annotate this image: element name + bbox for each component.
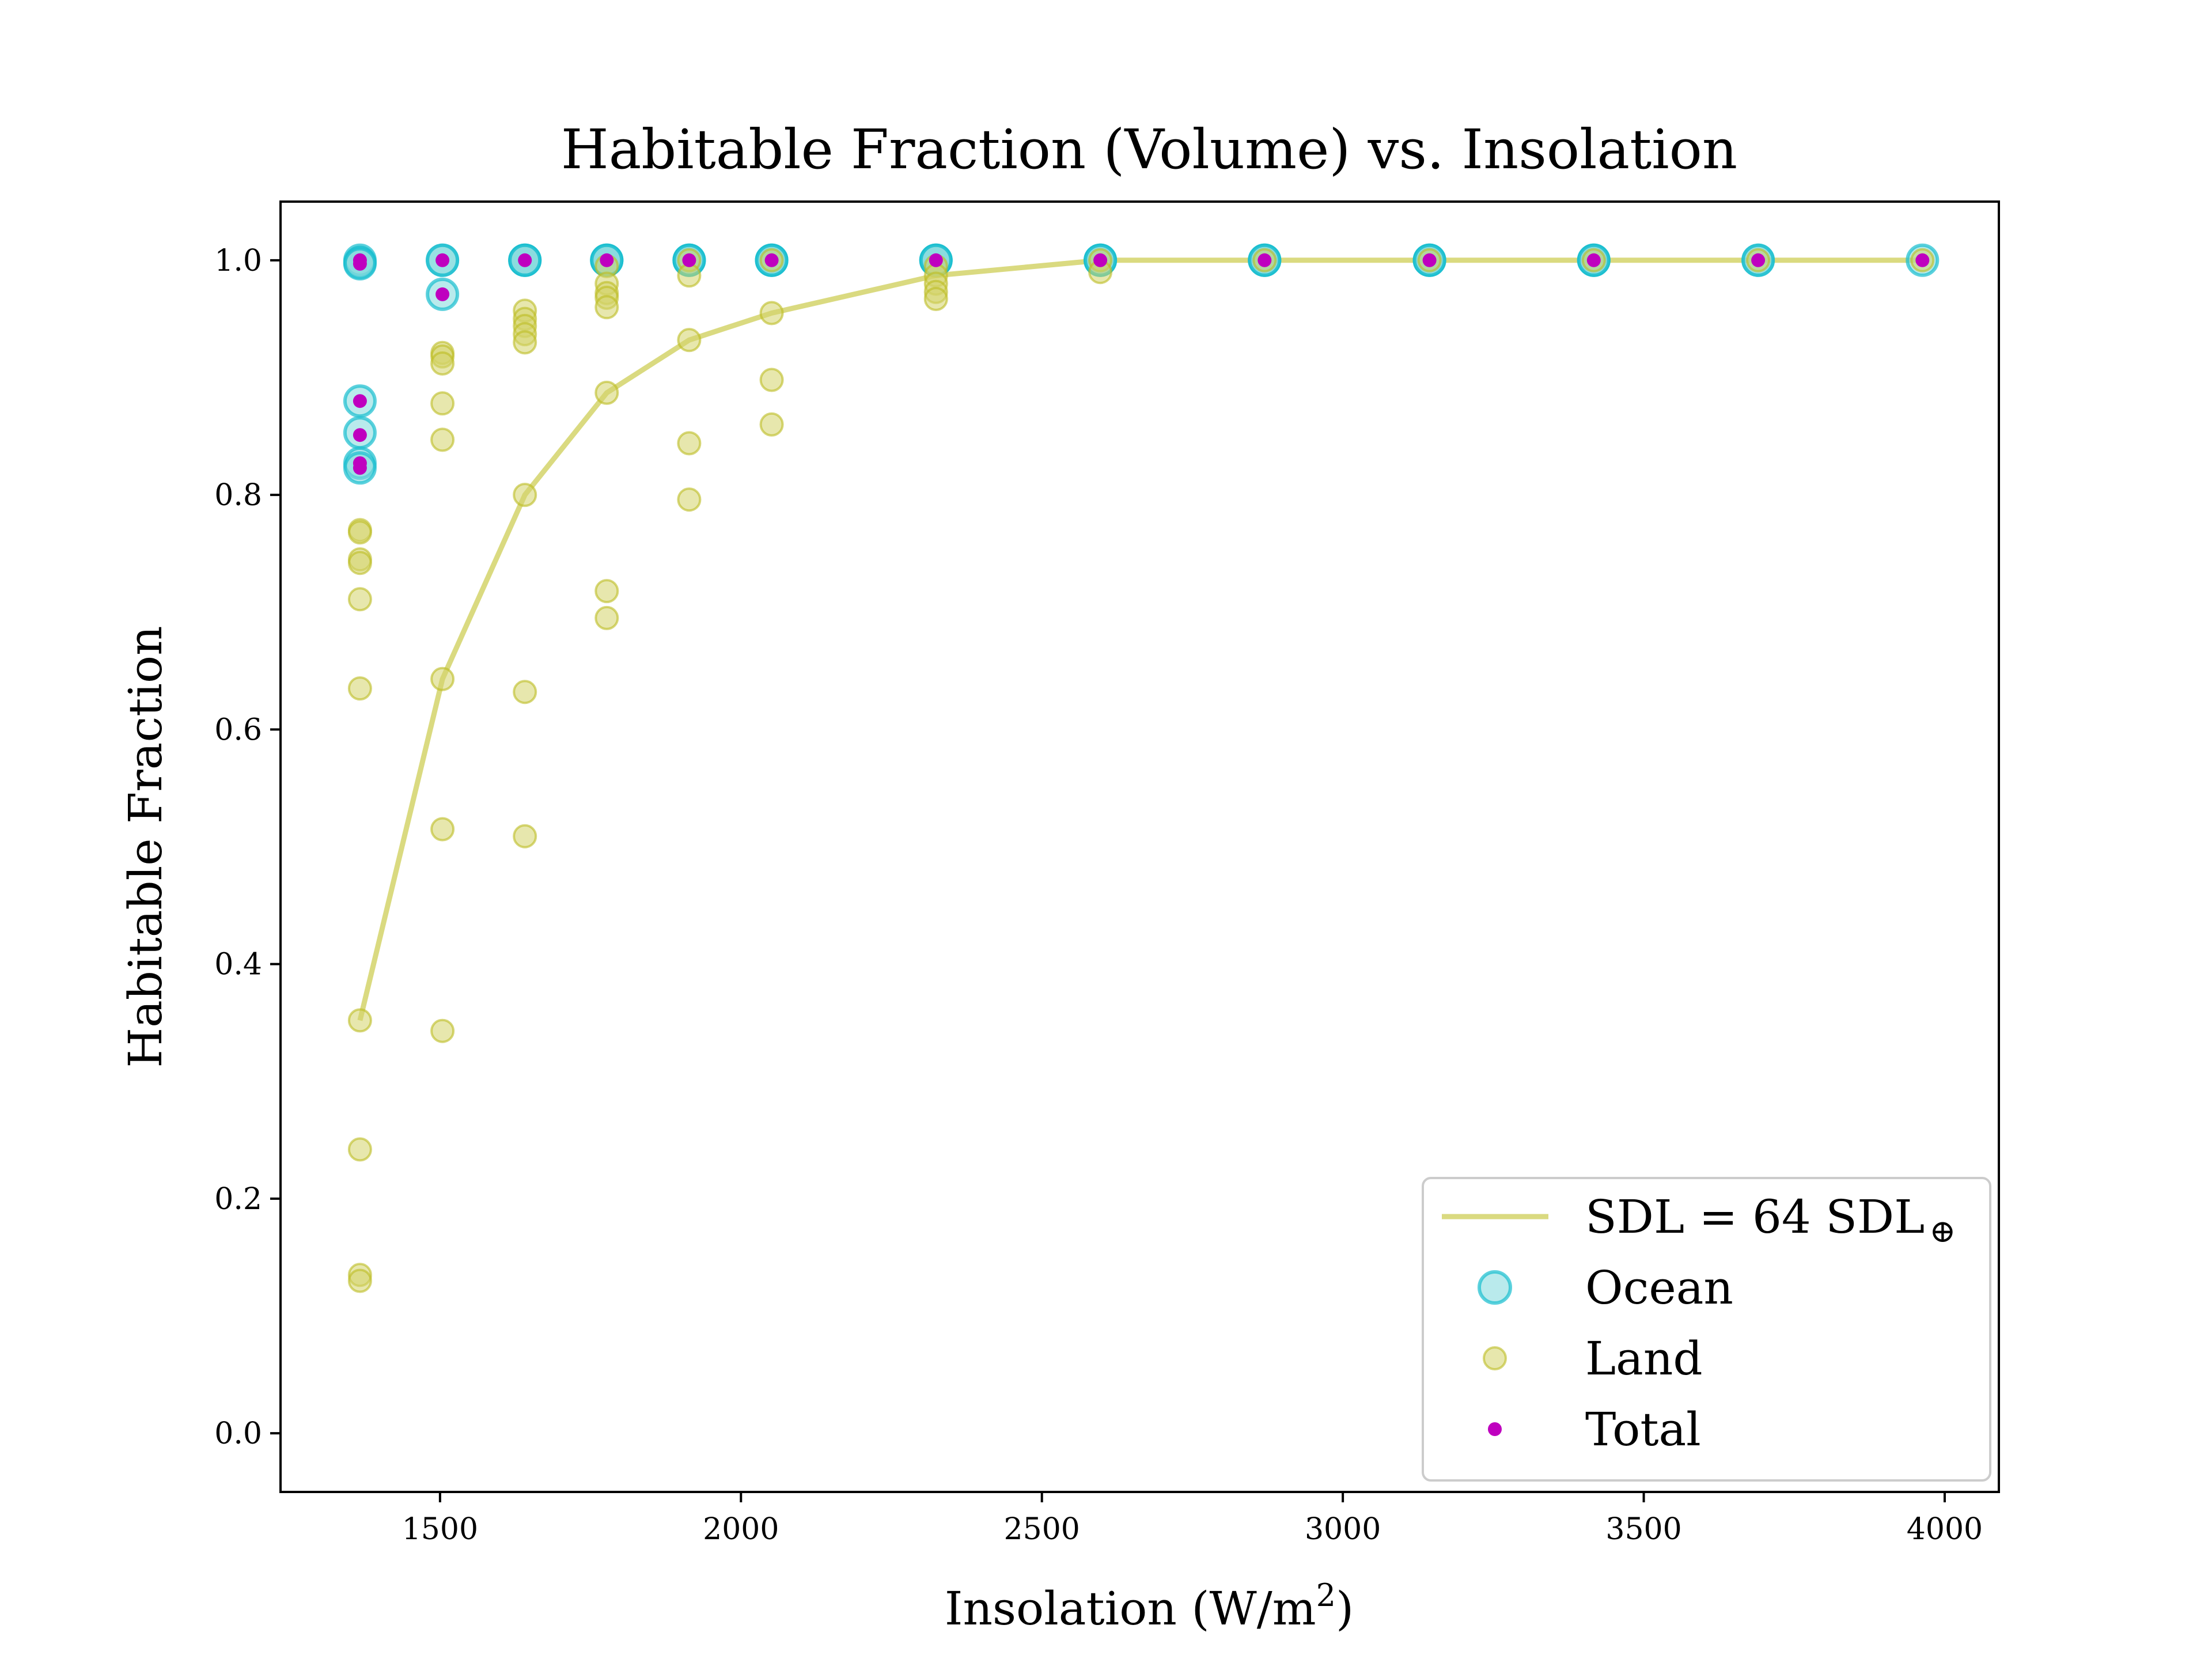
total-point — [353, 461, 367, 475]
legend-label-main: Land — [1585, 1332, 1703, 1385]
y-tick-label: 1.0 — [214, 244, 262, 278]
axes-frame — [279, 200, 2000, 1493]
x-tick-label: 3000 — [1305, 1512, 1381, 1547]
y-tick-label: 0.4 — [214, 948, 262, 982]
land-point — [513, 330, 537, 355]
land-point — [677, 263, 702, 288]
total-point — [1422, 253, 1437, 267]
legend-item-line: SDL = 64 SDL ⊕ — [1442, 1190, 1956, 1249]
total-point — [929, 253, 943, 267]
legend: SDL = 64 SDL ⊕ Ocean Land Total — [1422, 1177, 1991, 1482]
total-point — [435, 253, 450, 267]
legend-label: Total — [1585, 1403, 1701, 1456]
land-point — [513, 483, 537, 507]
y-tick-label: 0.0 — [214, 1416, 262, 1451]
x-axis-label-close: ) — [1336, 1582, 1354, 1635]
land-point — [513, 680, 537, 704]
total-point — [1751, 253, 1766, 267]
x-tick-label: 2000 — [703, 1512, 779, 1547]
land-point — [677, 431, 702, 456]
land-point — [347, 676, 372, 701]
legend-label-subscript: ⊕ — [1929, 1213, 1956, 1249]
legend-label-main: Total — [1585, 1403, 1701, 1456]
total-point — [764, 253, 779, 267]
land-point — [430, 351, 455, 376]
legend-total-swatch — [1488, 1422, 1502, 1436]
land-point — [594, 380, 619, 405]
legend-item-ocean: Ocean — [1478, 1261, 1733, 1315]
chart-title: Habitable Fraction (Volume) vs. Insolati… — [561, 118, 1737, 181]
land-point — [430, 817, 455, 842]
land-point — [594, 605, 619, 630]
legend-label-main: SDL = 64 SDL — [1585, 1190, 1925, 1244]
legend-label-main: Ocean — [1585, 1261, 1733, 1315]
plot-area — [279, 200, 2000, 1493]
land-point — [430, 427, 455, 452]
legend-label: Ocean — [1585, 1261, 1733, 1315]
total-point — [353, 394, 367, 408]
land-point — [347, 551, 372, 575]
legend-box — [1422, 1177, 1991, 1482]
legend-item-land: Land — [1483, 1332, 1703, 1385]
legend-label: Land — [1585, 1332, 1703, 1385]
y-tick-label: 0.6 — [214, 713, 262, 747]
x-axis-label: Insolation (W/m2) — [945, 1577, 1354, 1635]
land-point — [677, 487, 702, 512]
x-axis-label-main: Insolation (W/m — [945, 1582, 1316, 1635]
total-point — [435, 287, 450, 301]
land-point — [759, 412, 784, 437]
legend-ocean-swatch — [1478, 1270, 1512, 1305]
land-point — [347, 587, 372, 612]
y-tick-label: 0.8 — [214, 478, 262, 513]
x-tick-label: 1500 — [402, 1512, 478, 1547]
total-point — [518, 253, 532, 267]
y-axis-ticks: 0.0 0.2 0.4 0.6 0.8 1.0 — [214, 244, 281, 1451]
x-tick-label: 4000 — [1907, 1512, 1983, 1547]
total-point — [1257, 253, 1272, 267]
land-point — [513, 824, 537, 849]
total-point — [1915, 253, 1930, 267]
y-tick-label: 0.2 — [214, 1182, 262, 1217]
land-point — [759, 368, 784, 392]
land-point — [759, 301, 784, 325]
land-point — [347, 1137, 372, 1162]
total-point — [682, 253, 696, 267]
y-axis-label: Habitable Fraction — [119, 626, 172, 1067]
land-point — [594, 295, 619, 320]
land-point — [430, 1018, 455, 1043]
land-point — [923, 287, 948, 311]
legend-land-swatch — [1483, 1346, 1507, 1370]
land-point — [677, 328, 702, 353]
total-point — [353, 256, 367, 271]
total-point — [353, 428, 367, 442]
legend-label: SDL = 64 SDL ⊕ — [1585, 1190, 1956, 1249]
legend-item-total: Total — [1488, 1403, 1701, 1456]
x-tick-label: 3500 — [1605, 1512, 1681, 1547]
x-axis-label-superscript: 2 — [1316, 1577, 1336, 1613]
total-point — [1093, 253, 1108, 267]
total-point — [600, 253, 614, 267]
series-layer — [343, 243, 1940, 1293]
legend-items: SDL = 64 SDL ⊕ Ocean Land Total — [1442, 1190, 1956, 1456]
land-point — [594, 579, 619, 604]
x-axis-ticks: 1500 2000 2500 3000 3500 4000 — [402, 1492, 1983, 1547]
x-tick-label: 2500 — [1004, 1512, 1080, 1547]
land-point — [430, 391, 455, 416]
land-point — [347, 520, 372, 545]
land-point — [347, 1268, 372, 1293]
land-point — [430, 666, 455, 691]
land-point — [347, 1008, 372, 1033]
total-point — [1586, 253, 1601, 267]
